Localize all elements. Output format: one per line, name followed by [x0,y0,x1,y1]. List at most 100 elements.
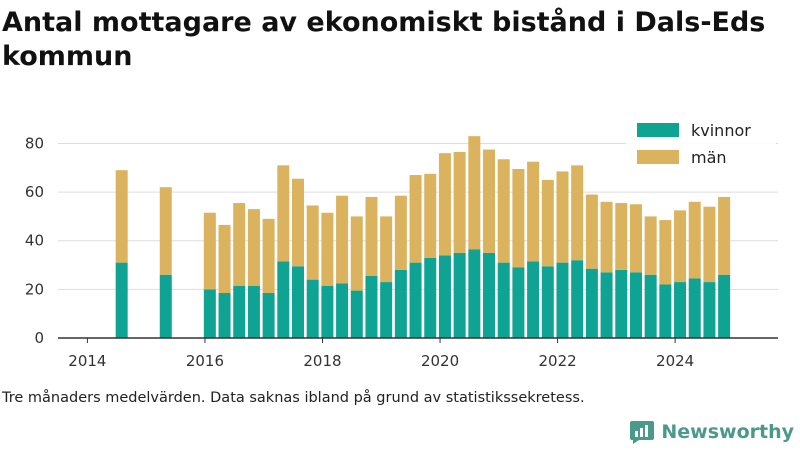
bar-kvinnor [218,293,231,338]
bar-kvinnor [321,285,334,338]
chart-title: Antal mottagare av ekonomiskt bistånd i … [2,7,766,72]
bar-kvinnor [453,252,466,338]
bar-kvinnor [615,269,628,338]
bar-man [703,206,716,283]
bar-kvinnor [380,282,393,338]
bar-man [292,178,304,267]
bar-kvinnor [483,252,496,338]
bar-man [336,195,349,284]
bar-man [365,196,378,276]
bar-man [394,195,407,270]
bar-man [115,170,128,263]
bar-kvinnor [600,272,613,338]
y-tick-label: 60 [25,183,44,201]
legend: kvinnor män [626,117,776,169]
x-tick-label: 2018 [303,352,341,370]
bar-man [556,171,569,263]
bar-man [629,204,642,273]
bar-kvinnor [629,272,642,338]
legend-swatch-kvinnor [637,123,679,137]
x-tick-label: 2020 [421,352,459,370]
bar-man [321,212,334,286]
bar-kvinnor [659,284,672,338]
bar-kvinnor [674,282,687,338]
bar-kvinnor [365,275,378,338]
bar-man [424,173,437,258]
bar-kvinnor [409,262,422,338]
bar-kvinnor [277,261,290,338]
y-tick-label: 20 [25,280,44,298]
brand-name: Newsworthy [661,421,794,443]
y-tick-label: 80 [25,134,44,152]
bar-kvinnor [247,285,260,338]
newsworthy-logo-icon [630,421,655,444]
bar-man [585,194,598,269]
bar-man [674,210,687,283]
y-tick-label: 0 [34,329,44,347]
bar-man [600,201,613,273]
y-tick-label: 40 [25,232,44,250]
bar-kvinnor [306,279,319,338]
axes: 0 20 40 60 80 2014 2016 2018 2020 2022 2024 [25,134,778,370]
bar-kvinnor [336,283,349,338]
bar-kvinnor [233,285,246,338]
bar-man [541,179,554,267]
bar-man [718,196,731,275]
bar-man [468,136,481,250]
bar-man [409,175,422,263]
bar-man [277,165,290,262]
bar-kvinnor [644,274,657,338]
footnote: Tre månaders medelvärden. Data saknas ib… [2,390,585,406]
bar-kvinnor [262,293,275,338]
bar-man [306,205,319,280]
bar-kvinnor [718,274,731,338]
bar-kvinnor [292,266,304,338]
bar-man [527,161,540,262]
bars [115,136,731,338]
bar-man [380,216,393,283]
bar-kvinnor [585,268,598,338]
brand: Newsworthy [629,419,794,445]
bar-kvinnor [512,267,525,338]
bar-man [233,203,246,286]
x-tick-label: 2016 [186,352,224,370]
bar-kvinnor [350,290,363,338]
bar-man [453,151,466,253]
bar-man [483,149,496,253]
bar-kvinnor [541,266,554,338]
bar-kvinnor [424,257,437,338]
legend-swatch-man [637,150,679,164]
x-tick-label: 2024 [656,352,694,370]
bar-man [659,220,672,285]
bar-man [644,216,657,275]
x-tick-label: 2014 [68,352,106,370]
bar-kvinnor [159,274,172,338]
bar-man [512,168,525,268]
bar-kvinnor [468,249,481,338]
bar-kvinnor [571,260,584,338]
bar-man [218,224,231,294]
bar-kvinnor [203,289,216,338]
bar-man [615,203,628,270]
bar-kvinnor [556,262,569,338]
bar-man [262,218,275,294]
bar-man [438,153,451,256]
bar-man [247,209,260,286]
bar-kvinnor [394,269,407,338]
bar-man [497,159,510,263]
bar-kvinnor [527,261,540,338]
bar-man [350,216,363,291]
bar-man [203,212,216,290]
bar-kvinnor [438,255,451,338]
bar-kvinnor [115,262,128,338]
x-tick-label: 2022 [538,352,576,370]
bar-kvinnor [497,262,510,338]
bar-man [159,187,172,275]
legend-label-man: män [691,148,727,167]
bar-man [688,201,701,279]
legend-label-kvinnor: kvinnor [691,121,751,140]
bar-man [571,165,584,261]
bar-kvinnor [703,282,716,338]
bar-kvinnor [688,278,701,338]
